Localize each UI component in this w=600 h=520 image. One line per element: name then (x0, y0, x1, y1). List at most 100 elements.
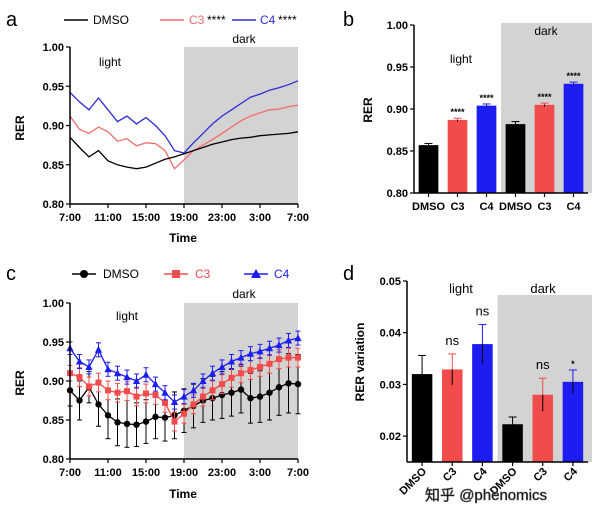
x-tick-label: 19:00 (170, 212, 198, 224)
bar-c4 (476, 105, 497, 193)
y-tick-label: 0.90 (387, 104, 408, 116)
data-point-c4 (85, 362, 93, 370)
x-tick-label: DMSO (412, 201, 445, 213)
significance-label: **** (566, 71, 581, 81)
x-tick-label: 23:00 (208, 212, 236, 224)
y-tick-label: 0.95 (43, 337, 64, 349)
data-point-dmso (104, 412, 112, 419)
data-point-c4 (123, 373, 131, 381)
data-point-dmso (152, 413, 159, 421)
data-point-c3 (285, 354, 292, 361)
y-tick-label: 0.95 (387, 62, 408, 74)
y-axis-title: RER (13, 370, 27, 396)
data-point-c3 (162, 399, 168, 406)
y-tick-label: 0.90 (43, 121, 64, 133)
bar-dmso (502, 424, 523, 462)
x-axis-title: Time (169, 231, 197, 245)
data-point-c4 (208, 369, 217, 377)
data-point-c3 (76, 374, 83, 381)
y-tick-label: 0.85 (387, 146, 408, 158)
x-tick-label: 7:00 (59, 212, 81, 224)
data-point-c4 (284, 336, 293, 344)
data-point-dmso (114, 419, 121, 426)
data-point-c3 (152, 392, 159, 399)
significance-label: ns (445, 333, 459, 348)
legend-marker-dmso (80, 270, 88, 278)
data-point-c3 (143, 390, 149, 397)
data-point-c4 (180, 392, 188, 400)
data-point-dmso (161, 414, 169, 421)
x-tick-label: 23:00 (208, 467, 236, 479)
data-point-c3 (200, 393, 206, 400)
panel-a-line-chart: 0.80 0.85 0.90 0.95 1.00 7:00 11:00 15:00 19:00 2… (13, 13, 309, 245)
significance-label: * (571, 359, 575, 369)
data-point-c3 (105, 387, 111, 394)
light-label: light (450, 52, 473, 66)
legend-label-c3: C3 (189, 13, 205, 27)
legend-sig-c3: **** (207, 13, 226, 27)
x-tick-label: C4 (471, 465, 490, 484)
data-point-c4 (275, 341, 283, 349)
data-point-c3 (181, 410, 187, 417)
bar-dmso (411, 374, 433, 462)
data-point-c3 (209, 387, 216, 394)
y-tick-label: 0.95 (43, 81, 64, 93)
x-tick-label: 19:00 (170, 467, 198, 479)
light-label: light (449, 281, 473, 296)
data-point-c3 (266, 360, 273, 367)
bar-c4 (562, 381, 584, 462)
panel-label-c: c (6, 263, 16, 285)
panel-c-line-chart: 0.80 0.85 0.90 0.95 1.00 7:00 11:00 15:00 19:00 2… (13, 267, 309, 501)
y-tick-label: 0.80 (43, 199, 64, 211)
light-label: light (116, 309, 139, 323)
dark-label: dark (232, 287, 256, 301)
data-point-dmso (95, 401, 102, 408)
x-tick-label: C3 (441, 466, 459, 484)
data-point-c3 (95, 379, 102, 386)
legend-marker-c4 (251, 269, 261, 278)
data-point-c4 (94, 345, 103, 353)
y-tick-label: 1.00 (43, 298, 64, 310)
y-tick-label: 0.85 (43, 160, 64, 172)
bar-dmso (418, 145, 439, 193)
light-label: light (99, 55, 122, 69)
legend-sig-c4: **** (278, 13, 297, 27)
significance-label: **** (450, 107, 465, 117)
data-point-c4 (294, 334, 302, 342)
data-point-c4 (132, 377, 141, 384)
significance-label: ns (476, 303, 490, 318)
data-point-c3 (190, 401, 197, 408)
data-point-c4 (199, 377, 207, 384)
data-point-dmso (228, 389, 235, 396)
data-point-c4 (218, 362, 226, 370)
data-point-dmso (142, 418, 150, 425)
data-point-c4 (256, 347, 264, 355)
legend: DMSO C3 **** C4 **** (64, 13, 297, 27)
data-point-c4 (227, 357, 236, 365)
legend-label-c4: C4 (260, 13, 276, 27)
y-tick-label: 0.02 (380, 431, 401, 443)
data-point-c4 (237, 353, 245, 361)
x-tick-label: 11:00 (94, 467, 122, 479)
x-tick-label: 11:00 (94, 212, 122, 224)
data-point-c3 (219, 381, 225, 388)
data-point-c4 (246, 349, 255, 357)
y-tick-label: 1.00 (387, 20, 408, 32)
bar-c4 (563, 83, 584, 193)
x-tick-label: C3 (537, 201, 551, 213)
data-point-dmso (256, 393, 264, 400)
legend-label-dmso: DMSO (103, 267, 139, 281)
data-point-dmso (133, 421, 140, 428)
significance-label: **** (537, 92, 552, 102)
dark-label: dark (534, 24, 558, 38)
x-tick-label: 3:00 (249, 467, 271, 479)
y-tick-label: 0.05 (380, 276, 401, 288)
series-line-dmso (69, 131, 299, 170)
legend-label-c3: C3 (195, 267, 211, 281)
data-point-dmso (285, 380, 292, 387)
data-point-dmso (123, 420, 131, 428)
bar-c3 (441, 369, 463, 462)
x-tick-label: 15:00 (132, 467, 160, 479)
y-tick-label: 0.80 (43, 454, 64, 466)
